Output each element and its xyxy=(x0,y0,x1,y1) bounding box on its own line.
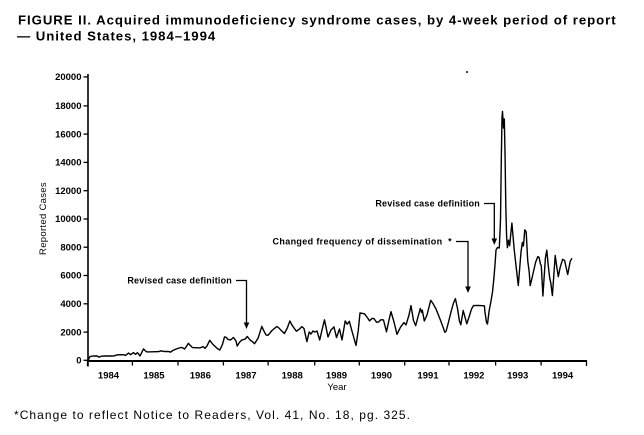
svg-text:— United States, 1984–1994: — United States, 1984–1994 xyxy=(17,29,216,44)
svg-text:FIGURE II. Acquired immunodefi: FIGURE II. Acquired immunodeficiency syn… xyxy=(18,13,617,28)
svg-text:Year: Year xyxy=(327,382,346,393)
svg-text:Revised case definition: Revised case definition xyxy=(127,276,232,286)
svg-text:1990: 1990 xyxy=(371,371,392,382)
svg-text:Revised case definition: Revised case definition xyxy=(375,199,480,209)
svg-text:1993: 1993 xyxy=(507,371,528,382)
svg-text:1994: 1994 xyxy=(552,371,574,382)
svg-text:1986: 1986 xyxy=(190,371,211,382)
svg-text:*Change to reflect Notice to R: *Change to reflect Notice to Readers, Vo… xyxy=(14,408,411,422)
svg-text:1992: 1992 xyxy=(463,371,484,382)
svg-text:0: 0 xyxy=(76,356,81,367)
svg-text:16000: 16000 xyxy=(55,129,81,140)
svg-text:1984: 1984 xyxy=(98,371,120,382)
svg-text:18000: 18000 xyxy=(55,101,81,112)
svg-text:12000: 12000 xyxy=(55,186,81,197)
svg-text:10000: 10000 xyxy=(55,214,81,225)
svg-text:14000: 14000 xyxy=(55,158,81,169)
svg-text:1987: 1987 xyxy=(235,371,256,382)
svg-text:1989: 1989 xyxy=(326,371,347,382)
svg-text:1991: 1991 xyxy=(417,371,439,382)
svg-text:Reported Cases: Reported Cases xyxy=(38,182,49,255)
svg-text:2000: 2000 xyxy=(60,327,81,338)
svg-text:4000: 4000 xyxy=(60,299,81,310)
svg-text:Changed frequency of dissemina: Changed frequency of dissemination * xyxy=(273,237,453,247)
svg-text:6000: 6000 xyxy=(60,271,81,282)
svg-text:1985: 1985 xyxy=(143,371,165,382)
svg-text:8000: 8000 xyxy=(60,242,81,253)
svg-text:20000: 20000 xyxy=(55,72,81,83)
svg-text:1988: 1988 xyxy=(282,371,303,382)
